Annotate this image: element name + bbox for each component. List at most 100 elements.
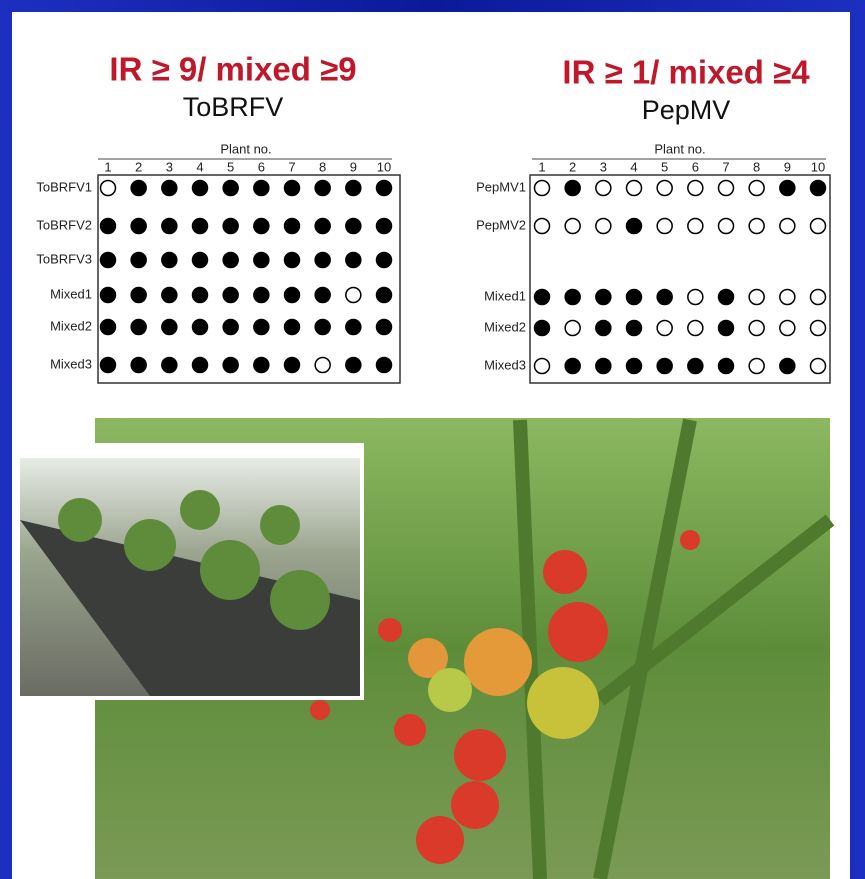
cell-dot: [749, 181, 764, 196]
slide: IR ≥ 9/ mixed ≥9ToBRFVPlant no.123456789…: [0, 0, 865, 879]
panel-subtitle: PepMV: [642, 95, 731, 125]
cell-dot: [254, 288, 269, 303]
cell-dot: [596, 290, 611, 305]
cell-dot: [254, 358, 269, 373]
cell-dot: [377, 219, 392, 234]
row-label: Mixed1: [484, 288, 526, 303]
column-label: 3: [600, 159, 607, 174]
cell-dot: [535, 219, 550, 234]
cell-dot: [346, 181, 361, 196]
cell-dot: [535, 181, 550, 196]
cell-dot: [811, 290, 826, 305]
cell-dot: [162, 219, 177, 234]
column-label: 10: [377, 159, 391, 174]
cell-dot: [223, 181, 238, 196]
cell-dot: [749, 219, 764, 234]
cell-dot: [131, 358, 146, 373]
column-label: 8: [753, 159, 760, 174]
cell-dot: [285, 288, 300, 303]
cell-dot: [535, 359, 550, 374]
cell-dot: [131, 181, 146, 196]
cell-dot: [131, 288, 146, 303]
cell-dot: [193, 358, 208, 373]
cell-dot: [377, 320, 392, 335]
cell-dot: [627, 219, 642, 234]
row-label: ToBRFV3: [36, 251, 92, 266]
cell-dot: [596, 181, 611, 196]
greenhouse-photo: [15, 443, 364, 700]
column-label: 6: [692, 159, 699, 174]
cell-dot: [162, 253, 177, 268]
cell-dot: [377, 288, 392, 303]
cell-dot: [780, 219, 795, 234]
cell-dot: [535, 321, 550, 336]
cell-dot: [749, 321, 764, 336]
column-label: 7: [722, 159, 729, 174]
row-label: Mixed3: [50, 356, 92, 371]
row-label: ToBRFV2: [36, 217, 92, 232]
cell-dot: [315, 253, 330, 268]
cell-dot: [565, 359, 580, 374]
cell-dot: [285, 253, 300, 268]
cell-dot: [285, 320, 300, 335]
cell-dot: [688, 290, 703, 305]
panel-subtitle: ToBRFV: [183, 92, 284, 122]
cell-dot: [719, 219, 734, 234]
cell-dot: [377, 181, 392, 196]
cell-dot: [193, 253, 208, 268]
cell-dot: [780, 290, 795, 305]
column-label: 7: [288, 159, 295, 174]
cell-dot: [315, 219, 330, 234]
cell-dot: [131, 320, 146, 335]
cell-dot: [101, 253, 116, 268]
cell-dot: [285, 219, 300, 234]
cell-dot: [162, 320, 177, 335]
cell-dot: [719, 359, 734, 374]
column-label: 2: [135, 159, 142, 174]
cell-dot: [811, 321, 826, 336]
cell-dot: [688, 359, 703, 374]
cell-dot: [657, 359, 672, 374]
cell-dot: [627, 321, 642, 336]
cell-dot: [315, 320, 330, 335]
axis-label: Plant no.: [220, 141, 271, 156]
column-label: 4: [196, 159, 203, 174]
cell-dot: [346, 320, 361, 335]
cell-dot: [101, 288, 116, 303]
cell-dot: [749, 359, 764, 374]
cell-dot: [627, 290, 642, 305]
cell-dot: [162, 181, 177, 196]
column-label: 9: [350, 159, 357, 174]
cell-dot: [315, 358, 330, 373]
cell-dot: [223, 288, 238, 303]
cell-dot: [346, 358, 361, 373]
cell-dot: [596, 219, 611, 234]
cell-dot: [101, 219, 116, 234]
cell-dot: [101, 181, 116, 196]
cell-dot: [315, 181, 330, 196]
column-label: 9: [784, 159, 791, 174]
cell-dot: [657, 321, 672, 336]
column-label: 3: [166, 159, 173, 174]
axis-label: Plant no.: [654, 141, 705, 156]
cell-dot: [223, 320, 238, 335]
cell-dot: [657, 219, 672, 234]
column-label: 1: [538, 159, 545, 174]
cell-dot: [719, 181, 734, 196]
cell-dot: [223, 219, 238, 234]
row-label: PepMV2: [476, 217, 526, 232]
cell-dot: [688, 321, 703, 336]
column-label: 4: [630, 159, 637, 174]
cell-dot: [131, 253, 146, 268]
column-label: 6: [258, 159, 265, 174]
cell-dot: [254, 181, 269, 196]
cell-dot: [719, 321, 734, 336]
cell-dot: [565, 290, 580, 305]
cell-dot: [193, 320, 208, 335]
cell-dot: [223, 358, 238, 373]
cell-dot: [162, 358, 177, 373]
cell-dot: [565, 219, 580, 234]
cell-dot: [811, 181, 826, 196]
cell-dot: [627, 359, 642, 374]
row-label: Mixed2: [50, 318, 92, 333]
